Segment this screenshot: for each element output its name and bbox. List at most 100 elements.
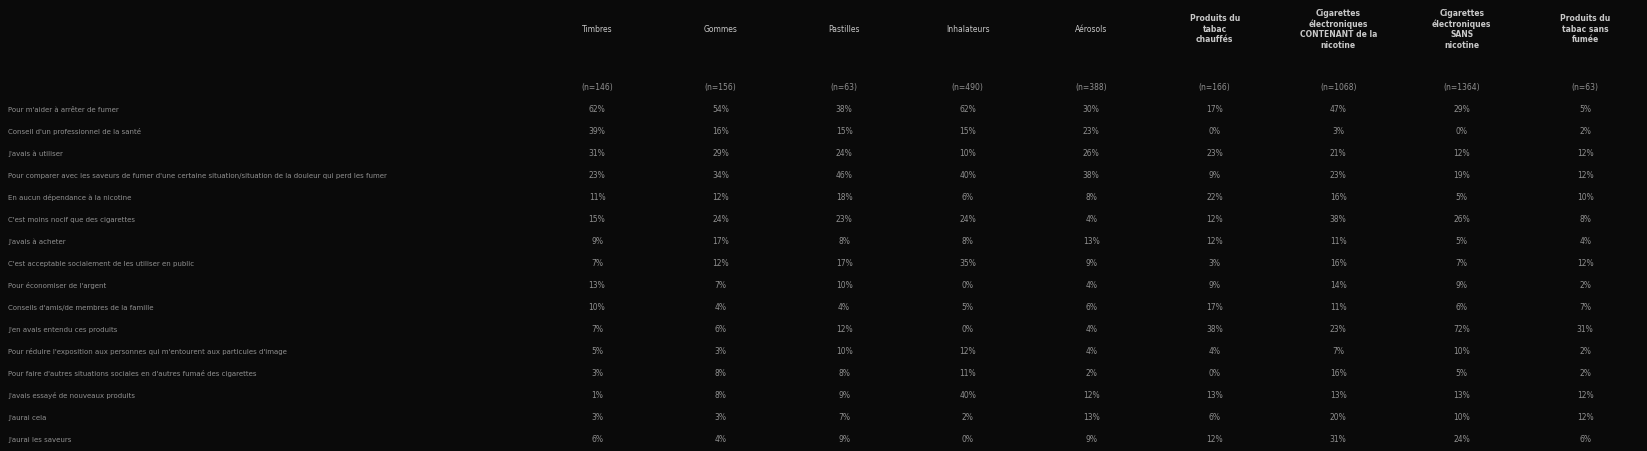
Text: 6%: 6% [715,325,726,334]
Text: 23%: 23% [835,215,853,224]
Text: 47%: 47% [1329,105,1347,114]
Text: 30%: 30% [1082,105,1100,114]
Text: 8%: 8% [1579,215,1591,224]
Text: 0%: 0% [962,436,973,445]
Text: (n=1364): (n=1364) [1443,83,1481,92]
Text: 12%: 12% [1082,391,1100,400]
Text: 10%: 10% [1453,414,1471,423]
Text: 10%: 10% [835,347,853,356]
Text: 8%: 8% [838,237,850,246]
Text: 12%: 12% [1453,149,1471,158]
Text: 20%: 20% [1329,414,1347,423]
Text: 12%: 12% [1206,436,1224,445]
Text: 31%: 31% [1576,325,1594,334]
Text: 9%: 9% [838,391,850,400]
Text: Pour faire d'autres situations sociales en d'autres fumaé des cigarettes: Pour faire d'autres situations sociales … [8,370,257,377]
Text: 13%: 13% [1453,391,1471,400]
Text: 31%: 31% [1329,436,1347,445]
Text: 10%: 10% [835,281,853,290]
Text: 11%: 11% [1329,304,1347,313]
Text: 12%: 12% [835,325,853,334]
Text: (n=156): (n=156) [705,83,736,92]
Text: 23%: 23% [1082,127,1100,136]
Text: 2%: 2% [1579,281,1591,290]
Text: 12%: 12% [712,193,730,202]
Text: Pour m'aider à arrêter de fumer: Pour m'aider à arrêter de fumer [8,107,119,113]
Text: 16%: 16% [1329,259,1347,268]
Text: 24%: 24% [712,215,730,224]
Text: 15%: 15% [588,215,606,224]
Text: 6%: 6% [1579,436,1591,445]
Text: Pour économiser de l'argent: Pour économiser de l'argent [8,282,107,290]
Text: 26%: 26% [1453,215,1471,224]
Text: 8%: 8% [715,391,726,400]
Text: 11%: 11% [588,193,606,202]
Text: 17%: 17% [1206,304,1224,313]
Text: 13%: 13% [588,281,606,290]
Text: 38%: 38% [1082,171,1100,180]
Text: 7%: 7% [838,414,850,423]
Text: 12%: 12% [1206,215,1224,224]
Text: (n=146): (n=146) [581,83,613,92]
Text: 5%: 5% [1456,369,1467,378]
Text: J'avais essayé de nouveaux produits: J'avais essayé de nouveaux produits [8,392,135,400]
Text: 9%: 9% [838,436,850,445]
Text: 24%: 24% [959,215,977,224]
Text: 9%: 9% [1209,281,1220,290]
Text: Pour réduire l'exposition aux personnes qui m'entourent aux particules d'image: Pour réduire l'exposition aux personnes … [8,349,287,355]
Text: 7%: 7% [1579,304,1591,313]
Text: 4%: 4% [1085,215,1097,224]
Text: 2%: 2% [1579,127,1591,136]
Text: 5%: 5% [1456,193,1467,202]
Text: J'avais à utiliser: J'avais à utiliser [8,151,63,157]
Text: 38%: 38% [1206,325,1224,334]
Text: Pastilles: Pastilles [828,25,860,34]
Text: 2%: 2% [1579,369,1591,378]
Text: 12%: 12% [1576,171,1594,180]
Text: 16%: 16% [1329,193,1347,202]
Text: 29%: 29% [1453,105,1471,114]
Text: 3%: 3% [1209,259,1220,268]
Text: 40%: 40% [959,391,977,400]
Text: 39%: 39% [588,127,606,136]
Text: 7%: 7% [1456,259,1467,268]
Text: 62%: 62% [959,105,977,114]
Text: 5%: 5% [1456,237,1467,246]
Text: 10%: 10% [1576,193,1594,202]
Text: 4%: 4% [715,304,726,313]
Text: 14%: 14% [1329,281,1347,290]
Text: Cigarettes
électroniques
SANS
nicotine: Cigarettes électroniques SANS nicotine [1431,9,1492,50]
Text: 9%: 9% [591,237,603,246]
Text: 5%: 5% [962,304,973,313]
Text: 4%: 4% [1209,347,1220,356]
Text: (n=63): (n=63) [830,83,858,92]
Text: J'aurai cela: J'aurai cela [8,415,46,421]
Text: 4%: 4% [1085,281,1097,290]
Text: Conseils d'amis/de membres de la famille: Conseils d'amis/de membres de la famille [8,305,153,311]
Text: (n=63): (n=63) [1571,83,1599,92]
Text: 9%: 9% [1085,259,1097,268]
Text: 0%: 0% [1209,369,1220,378]
Text: 4%: 4% [838,304,850,313]
Text: 17%: 17% [1206,105,1224,114]
Text: 40%: 40% [959,171,977,180]
Text: 12%: 12% [1206,237,1224,246]
Text: 62%: 62% [588,105,606,114]
Text: 12%: 12% [712,259,730,268]
Text: 9%: 9% [1085,436,1097,445]
Text: 24%: 24% [835,149,853,158]
Text: 6%: 6% [591,436,603,445]
Text: 16%: 16% [712,127,730,136]
Text: 19%: 19% [1453,171,1471,180]
Text: 12%: 12% [1576,391,1594,400]
Text: 5%: 5% [591,347,603,356]
Text: 8%: 8% [962,237,973,246]
Text: 15%: 15% [835,127,853,136]
Text: (n=490): (n=490) [952,83,983,92]
Text: 8%: 8% [715,369,726,378]
Text: 17%: 17% [835,259,853,268]
Text: 21%: 21% [1329,149,1347,158]
Text: 9%: 9% [1456,281,1467,290]
Text: 3%: 3% [1332,127,1344,136]
Text: 12%: 12% [959,347,977,356]
